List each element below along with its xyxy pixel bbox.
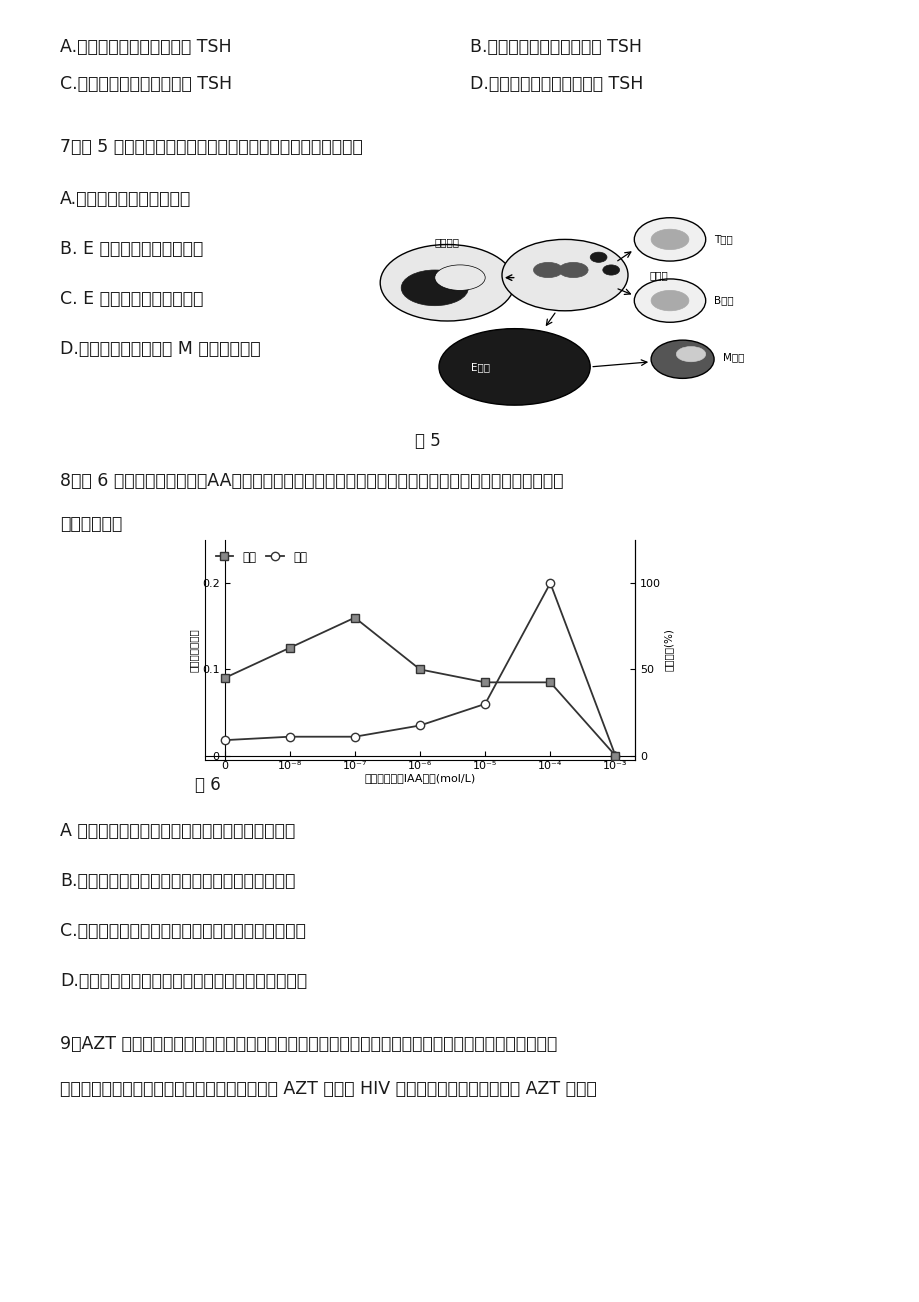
Text: T细胞: T细胞 (713, 234, 732, 245)
Ellipse shape (651, 229, 688, 250)
X-axis label: 处理茎切段的IAA浓度(mol/L): 处理茎切段的IAA浓度(mol/L) (364, 773, 475, 784)
Text: 图 5: 图 5 (414, 432, 440, 450)
乙烯 (219, 732, 230, 747)
长度 (544, 674, 555, 690)
Ellipse shape (401, 270, 468, 306)
乙烯 (544, 575, 555, 591)
Text: A 生长素对茎切段伸长的影响体现出两重性的特点: A 生长素对茎切段伸长的影响体现出两重性的特点 (60, 822, 295, 840)
Text: E细胞: E细胞 (471, 362, 490, 372)
Text: C.不同浓度生长素对茎切段长度的作用效果可能相同: C.不同浓度生长素对茎切段长度的作用效果可能相同 (60, 922, 305, 940)
Text: C.甲状腺功能减退，高水平 TSH: C.甲状腺功能减退，高水平 TSH (60, 76, 232, 92)
长度 (609, 747, 620, 763)
Ellipse shape (651, 290, 688, 311)
Y-axis label: 乙烯产量相对值: 乙烯产量相对值 (189, 628, 199, 672)
Text: D.甲状腺功能减退，低水平 TSH: D.甲状腺功能减退，低水平 TSH (470, 76, 642, 92)
Text: 图 6: 图 6 (195, 776, 221, 794)
Text: 9．AZT 即叠氮脱氧胸苷，是脱氧胸苷（脱氧核糖与胸腺嘧啶组成的复合物）的结构类似物，其衍生物可: 9．AZT 即叠氮脱氧胸苷，是脱氧胸苷（脱氧核糖与胸腺嘧啶组成的复合物）的结构类… (60, 1035, 557, 1053)
Text: 某物质: 某物质 (648, 270, 667, 280)
Text: D.二次免疫反应时，由 M 细胞分泌抗体: D.二次免疫反应时，由 M 细胞分泌抗体 (60, 340, 260, 358)
Ellipse shape (438, 328, 590, 405)
Ellipse shape (633, 279, 705, 323)
Ellipse shape (435, 264, 484, 290)
Text: B. E 细胞可特异性识别抗原: B. E 细胞可特异性识别抗原 (60, 240, 203, 258)
Text: B细胞: B细胞 (713, 296, 733, 306)
乙烯 (414, 717, 425, 733)
Y-axis label: 长度增加(%): 长度增加(%) (663, 629, 673, 672)
Text: D.乙烯含量的增高可能抑制了生长素促进茎切段伸长: D.乙烯含量的增高可能抑制了生长素促进茎切段伸长 (60, 973, 307, 990)
Ellipse shape (558, 262, 587, 277)
长度 (219, 671, 230, 686)
乙烯 (349, 729, 360, 745)
Text: 分析错误的是: 分析错误的是 (60, 516, 122, 533)
乙烯 (284, 729, 295, 745)
Text: 7．图 5 所示是人体某种免疫机制的过程，相关解读中正确的是: 7．图 5 所示是人体某种免疫机制的过程，相关解读中正确的是 (60, 138, 362, 156)
Text: 干扰胸腺嘧啶脱氧核苷酸参与的生化过程。若将 AZT 用于抗 HIV 的治疗，则需要事先现估的 AZT 的可能: 干扰胸腺嘧啶脱氧核苷酸参与的生化过程。若将 AZT 用于抗 HIV 的治疗，则需… (60, 1079, 596, 1098)
Ellipse shape (633, 217, 705, 262)
Text: 吞噬细胞: 吞噬细胞 (435, 237, 460, 247)
Ellipse shape (380, 245, 514, 322)
Ellipse shape (590, 253, 607, 262)
Line: 乙烯: 乙烯 (221, 579, 619, 760)
Legend: 长度, 乙烯: 长度, 乙烯 (210, 546, 312, 569)
Text: M细胞: M细胞 (721, 352, 743, 362)
长度 (414, 661, 425, 677)
Line: 长度: 长度 (221, 613, 619, 760)
乙烯 (609, 747, 620, 763)
Text: B.一定浓度的生长素可以促进茎切段中乙烯的生成: B.一定浓度的生长素可以促进茎切段中乙烯的生成 (60, 872, 295, 891)
Text: A.甲状腺功能亢进，高水平 TSH: A.甲状腺功能亢进，高水平 TSH (60, 38, 232, 56)
乙烯 (479, 697, 490, 712)
Ellipse shape (602, 264, 618, 275)
长度 (349, 609, 360, 625)
Text: 8．图 6 是不同浓度生长素（AA）对某植物幼苗茎切段长度及其中乙烯含量影响的实验结果。据实验结果: 8．图 6 是不同浓度生长素（AA）对某植物幼苗茎切段长度及其中乙烯含量影响的实… (60, 473, 563, 490)
Ellipse shape (675, 346, 705, 362)
Text: B.甲状腺功能亢进，低水平 TSH: B.甲状腺功能亢进，低水平 TSH (470, 38, 641, 56)
长度 (284, 641, 295, 656)
Ellipse shape (651, 340, 713, 379)
Text: C. E 细胞具有发达的内质网: C. E 细胞具有发达的内质网 (60, 290, 203, 309)
Ellipse shape (533, 262, 562, 277)
长度 (479, 674, 490, 690)
Text: A.图中所示过程为细胞免疫: A.图中所示过程为细胞免疫 (60, 190, 191, 208)
Ellipse shape (502, 240, 628, 311)
